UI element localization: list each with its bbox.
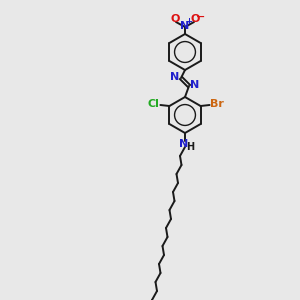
Text: N: N [179, 139, 189, 149]
Text: Cl: Cl [148, 99, 159, 109]
Text: H: H [186, 142, 194, 152]
Text: N: N [190, 80, 200, 90]
Text: O: O [190, 14, 200, 24]
Text: Br: Br [210, 99, 224, 109]
Text: N: N [170, 72, 180, 82]
Text: +: + [185, 17, 193, 26]
Text: −: − [196, 12, 206, 22]
Text: O: O [170, 14, 180, 24]
Text: N: N [180, 21, 190, 31]
